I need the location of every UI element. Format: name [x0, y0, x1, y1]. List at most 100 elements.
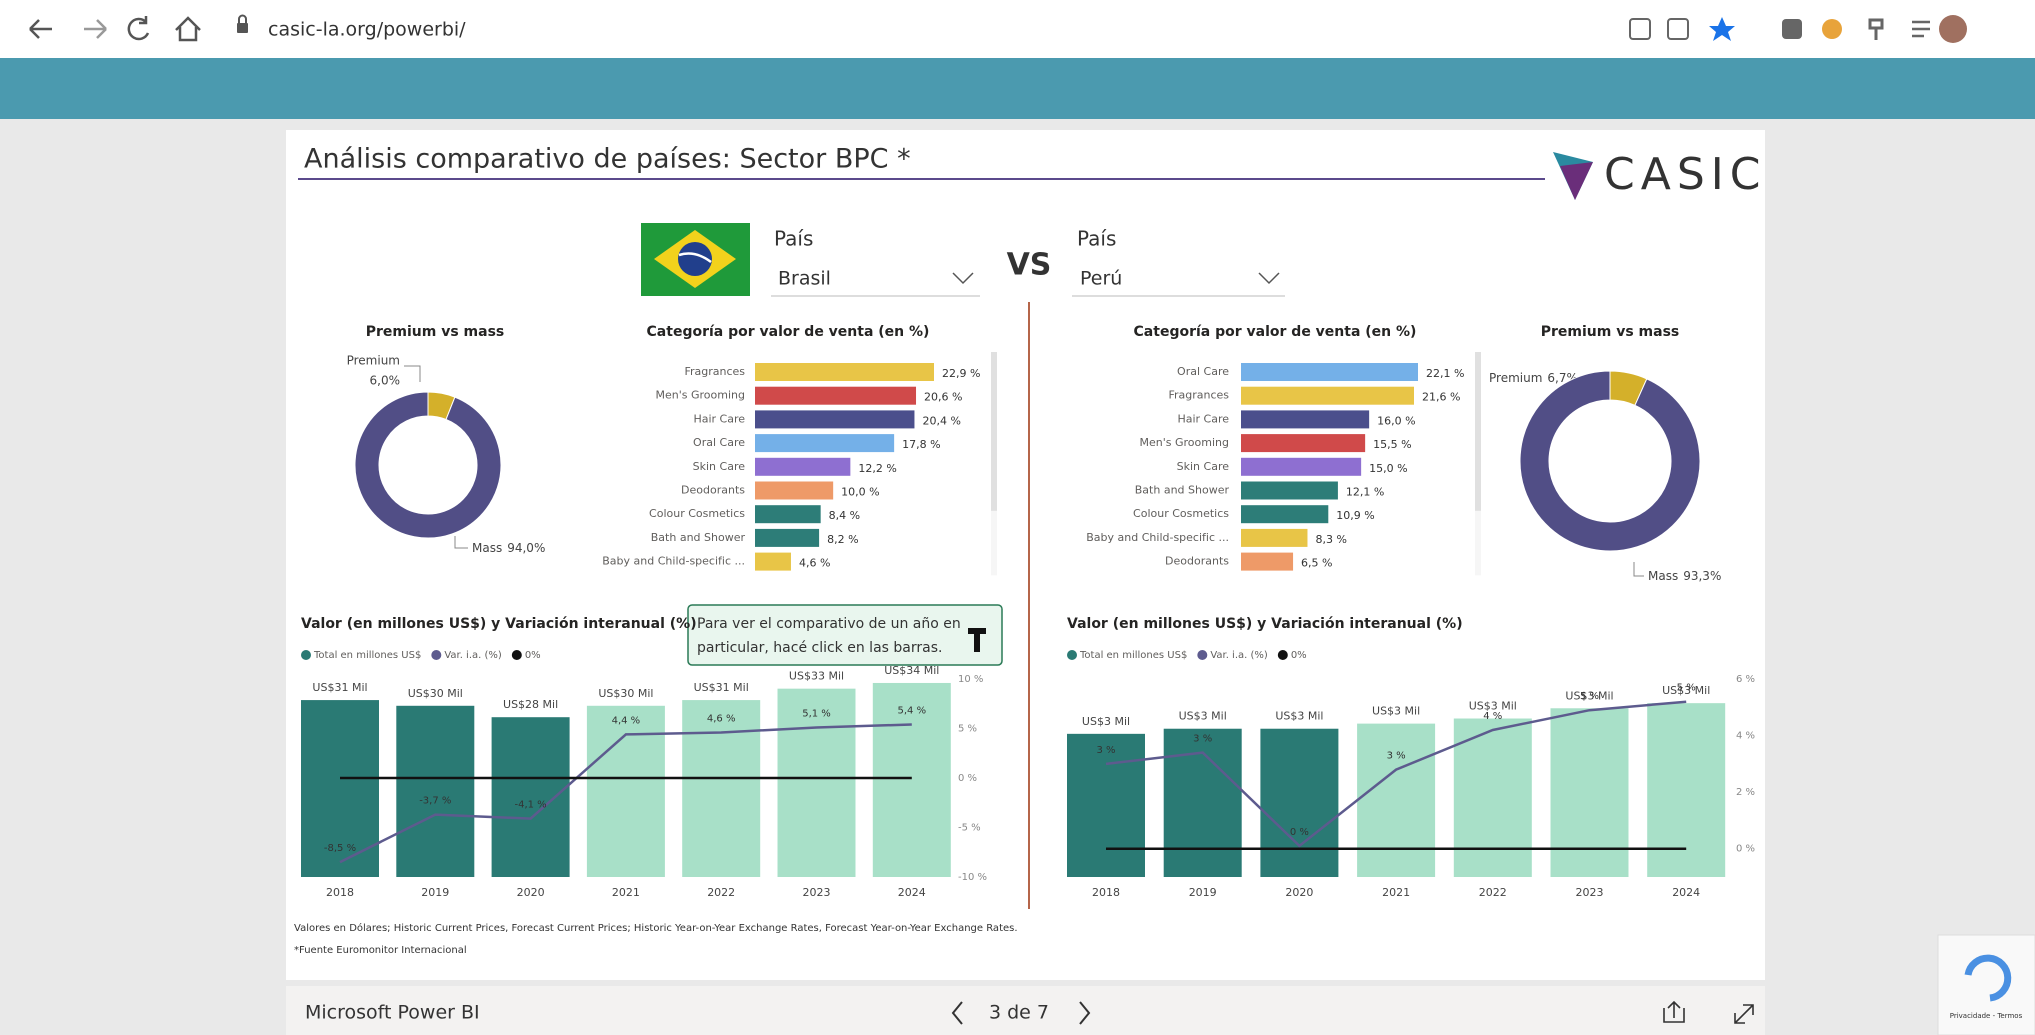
category-label: Colour Cosmetics	[1133, 507, 1229, 520]
chart-title: Categoría por valor de venta (en %)	[647, 324, 930, 340]
bar-value-label: US$28 Mil	[503, 698, 558, 711]
bar[interactable]	[682, 700, 760, 877]
page-indicator: 3 de 7	[989, 1002, 1049, 1024]
recaptcha-badge[interactable]	[1938, 935, 2035, 1035]
bar	[755, 387, 916, 405]
value-label: 4,6 %	[799, 557, 830, 570]
bar	[1241, 482, 1338, 500]
slice-value: 93,3%	[1683, 569, 1721, 583]
filter-value[interactable]: Brasil	[778, 268, 831, 290]
slice-category: Mass	[472, 541, 502, 555]
bar	[1241, 553, 1293, 571]
bar	[1241, 434, 1365, 452]
category-label: Men's Grooming	[1140, 436, 1229, 449]
site-header-band	[0, 58, 2035, 119]
bar[interactable]	[1357, 724, 1435, 877]
category-label: Oral Care	[1177, 365, 1229, 378]
y2-tick-label: 4 %	[1736, 731, 1755, 742]
bar	[755, 482, 833, 500]
y2-tick-label: 5 %	[958, 724, 977, 735]
x-tick-label: 2018	[1092, 886, 1120, 899]
logo-text: CASIC	[1604, 149, 1766, 200]
legend-marker	[1067, 650, 1077, 660]
category-label: Skin Care	[1177, 460, 1230, 473]
bar	[755, 410, 914, 428]
x-tick-label: 2023	[1576, 886, 1604, 899]
x-tick-label: 2021	[1382, 886, 1410, 899]
bar	[755, 505, 821, 523]
url[interactable]: casic-la.org/powerbi/	[268, 19, 466, 41]
bar	[1241, 529, 1307, 547]
line-value-label: 4,6 %	[707, 713, 736, 724]
chart-title: Premium vs mass	[366, 324, 505, 340]
filter-label: País	[774, 227, 813, 251]
line-value-label: 3 %	[1387, 751, 1406, 762]
screen: casic-la.org/powerbi/ Análisis comparati…	[0, 0, 2035, 1035]
bar[interactable]	[396, 706, 474, 877]
bar	[755, 553, 791, 571]
line-value-label: -4,1 %	[514, 800, 546, 811]
line-value-label: 5 %	[1677, 683, 1696, 694]
legend-label: Total en millones US$	[313, 650, 421, 661]
tooltip-text: particular, hacé click en las barras.	[697, 640, 942, 656]
category-label: Men's Grooming	[656, 389, 745, 402]
scrollbar-track	[991, 352, 997, 575]
filter-label: País	[1077, 227, 1116, 251]
powerbi-brand[interactable]: Microsoft Power BI	[305, 1002, 480, 1024]
ext-icon[interactable]	[1822, 19, 1842, 39]
category-label: Hair Care	[1177, 412, 1229, 425]
bar-value-label: US$3 Mil	[1372, 705, 1420, 718]
line-value-label: 5,4 %	[898, 706, 927, 717]
x-tick-label: 2019	[1189, 886, 1217, 899]
y2-tick-label: 10 %	[958, 674, 983, 685]
bar-value-label: US$30 Mil	[408, 687, 463, 700]
body: { "browser": {"url": "casic-la.org/power…	[0, 0, 2035, 1035]
value-label: 12,1 %	[1346, 486, 1384, 499]
line-value-label: -8,5 %	[324, 843, 356, 854]
footnote: Valores en Dólares; Historic Current Pri…	[294, 922, 1018, 934]
profile-avatar[interactable]	[1939, 15, 1967, 43]
line-value-label: 5,1 %	[802, 709, 831, 720]
value-label: 20,6 %	[924, 391, 962, 404]
x-tick-label: 2024	[1672, 886, 1700, 899]
category-label: Colour Cosmetics	[649, 507, 745, 520]
y2-tick-label: 6 %	[1736, 674, 1755, 685]
value-label: 15,0 %	[1369, 462, 1407, 475]
bar[interactable]	[492, 717, 570, 877]
bar[interactable]	[1551, 708, 1629, 877]
bar[interactable]	[1647, 703, 1725, 877]
line-value-label: 0 %	[1290, 827, 1309, 838]
bar[interactable]	[1164, 729, 1242, 877]
bar	[755, 363, 934, 381]
legend-marker	[301, 650, 311, 660]
value-label: 15,5 %	[1373, 438, 1411, 451]
bar[interactable]	[587, 706, 665, 877]
bar-value-label: US$30 Mil	[598, 687, 653, 700]
x-tick-label: 2019	[421, 886, 449, 899]
tooltip-text: Para ver el comparativo de un año en	[697, 616, 961, 632]
bar-value-label: US$3 Mil	[1179, 710, 1227, 723]
ext-icon[interactable]	[1782, 19, 1802, 39]
bar	[1241, 363, 1418, 381]
y2-tick-label: 0 %	[958, 773, 977, 784]
legend-marker	[1197, 650, 1207, 660]
x-tick-label: 2022	[707, 886, 735, 899]
bar-value-label: US$3 Mil	[1275, 710, 1323, 723]
slice-label: Premium6,7%	[1489, 371, 1578, 385]
bar-value-label: US$33 Mil	[789, 670, 844, 683]
y2-tick-label: -10 %	[958, 872, 987, 883]
bar-value-label: US$34 Mil	[884, 664, 939, 677]
x-tick-label: 2024	[898, 886, 926, 899]
bar[interactable]	[1260, 729, 1338, 877]
slice-category: Mass	[1648, 569, 1678, 583]
filter-value[interactable]: Perú	[1080, 268, 1122, 290]
recaptcha-links[interactable]: Privacidade - Termos	[1950, 1012, 2023, 1020]
value-label: 8,2 %	[827, 533, 858, 546]
x-tick-label: 2022	[1479, 886, 1507, 899]
value-label: 22,9 %	[942, 367, 980, 380]
category-label: Skin Care	[693, 460, 746, 473]
value-label: 12,2 %	[858, 462, 896, 475]
line-value-label: 5 %	[1580, 691, 1599, 702]
tooltip-box	[688, 605, 1002, 665]
chart-title: Premium vs mass	[1541, 324, 1680, 340]
